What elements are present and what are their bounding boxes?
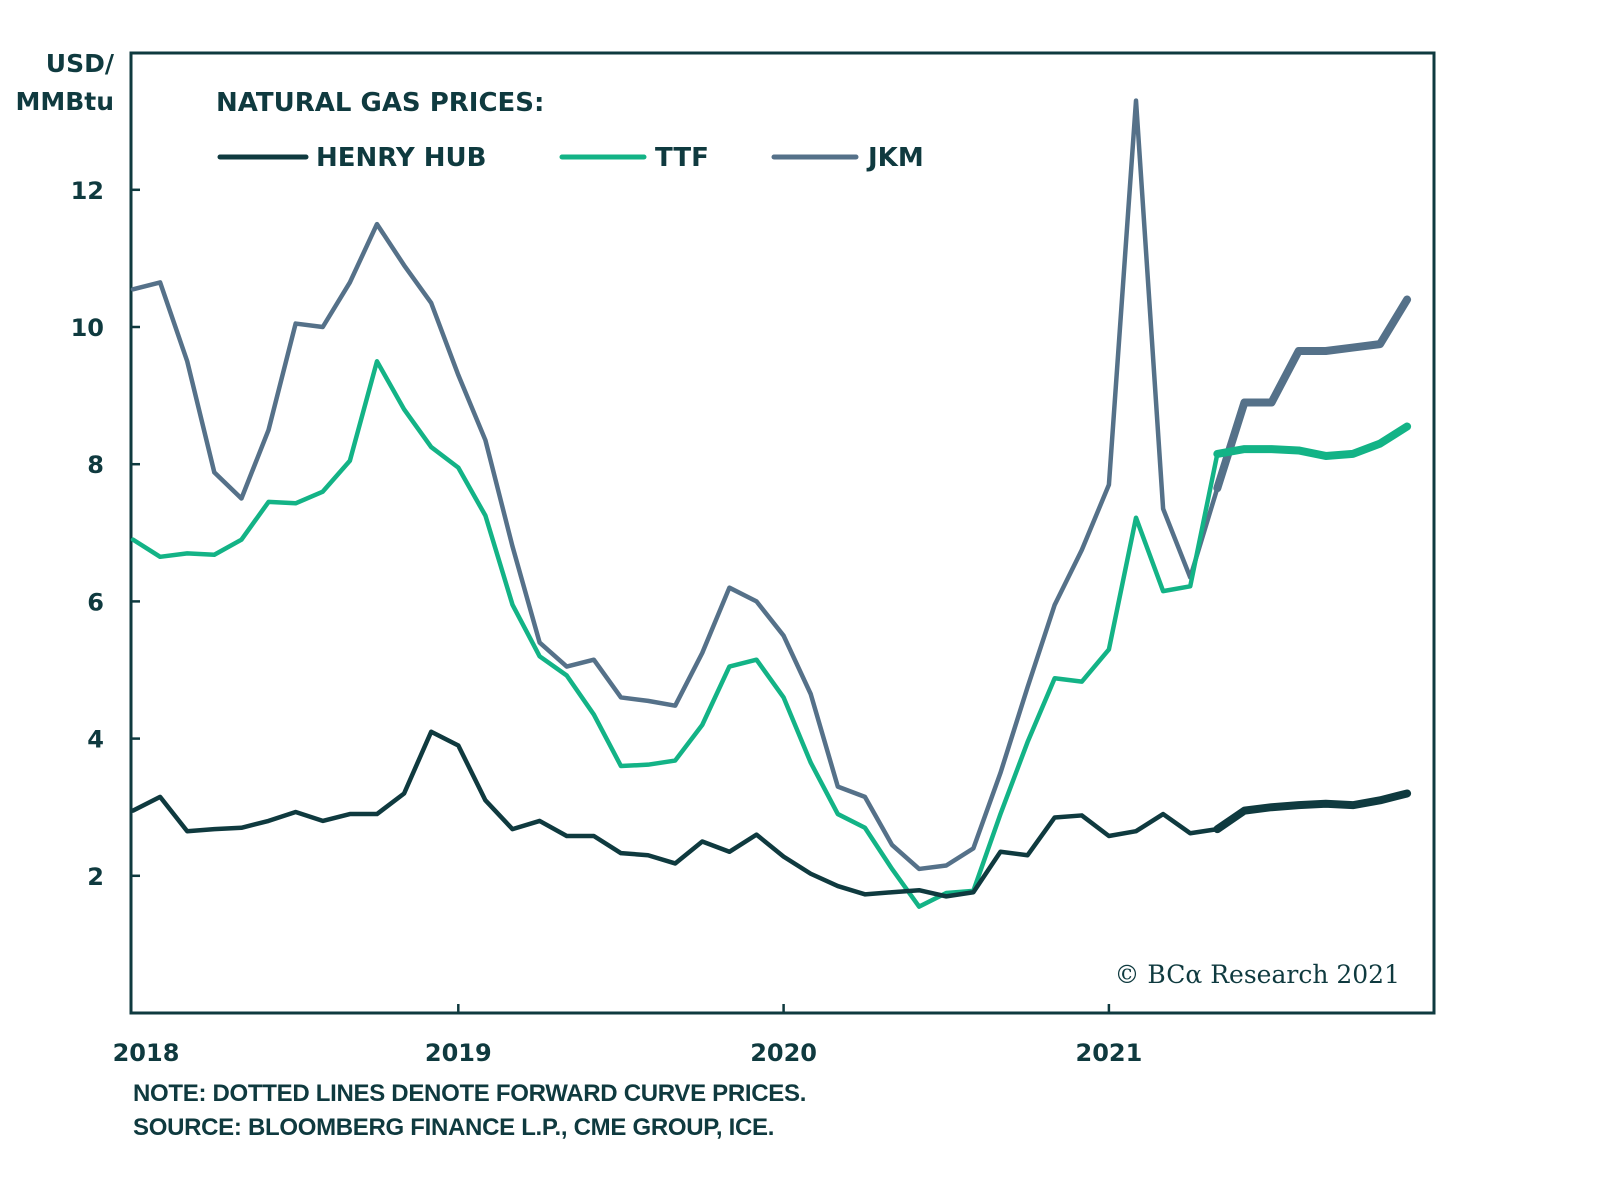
legend-label-jkm: JKM — [866, 143, 924, 173]
footnote-note: NOTE: DOTTED LINES DENOTE FORWARD CURVE … — [133, 1080, 807, 1107]
y-tick-label: 8 — [87, 451, 104, 479]
forward-curve-line-henry-hub — [1213, 789, 1412, 834]
y-tick-label: 10 — [71, 314, 104, 342]
forward-curve-line-jkm — [1213, 295, 1412, 493]
y-axis-unit-label-line1: USD/ — [46, 49, 115, 78]
series-line-henry-hub — [130, 729, 1220, 899]
y-tick-label: 6 — [87, 588, 104, 616]
copyright-annotation: © BCα Research 2021 — [1114, 960, 1400, 989]
x-tick-label: 2020 — [750, 1039, 817, 1067]
series-line-jkm — [130, 98, 1220, 872]
series-layer — [130, 98, 1412, 909]
plot-frame — [129, 51, 1436, 1015]
legend-label-henry-hub: HENRY HUB — [316, 143, 486, 173]
y-tick-label: 2 — [87, 863, 104, 891]
footnote-source: SOURCE: BLOOMBERG FINANCE L.P., CME GROU… — [133, 1114, 775, 1141]
x-tick-label: 2019 — [425, 1039, 492, 1067]
x-axis: 2018 2019 2020 2021 — [113, 1004, 1143, 1067]
chart-title: NATURAL GAS PRICES: — [216, 88, 544, 118]
series-line-ttf — [130, 359, 1220, 909]
y-axis-unit-label-line2: MMBtu — [15, 87, 114, 116]
forward-curve-line-ttf — [1213, 422, 1412, 460]
x-tick-label: 2018 — [113, 1039, 180, 1067]
legend-label-ttf: TTF — [655, 143, 709, 173]
x-tick-label: 2021 — [1076, 1039, 1143, 1067]
y-tick-label: 12 — [71, 177, 104, 205]
legend: HENRY HUB TTF JKM — [217, 143, 924, 173]
y-axis: 2 4 6 8 10 12 — [71, 177, 140, 891]
y-tick-label: 4 — [87, 726, 104, 754]
